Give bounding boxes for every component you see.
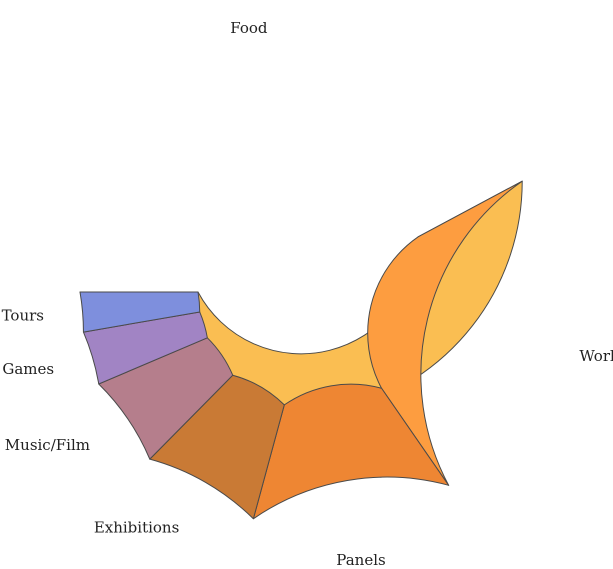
label-workshops: Workshops bbox=[579, 347, 613, 365]
label-exhibitions: Exhibitions bbox=[94, 519, 179, 537]
slices-group bbox=[79, 180, 523, 520]
label-tours: Tours bbox=[2, 306, 44, 324]
label-games: Games bbox=[2, 360, 54, 378]
label-food: Food bbox=[230, 19, 268, 37]
labels-group: Food Workshops Panels Exhibitions Music/Film… bbox=[2, 19, 613, 569]
label-music-film: Music/Film bbox=[5, 436, 90, 454]
label-panels: Panels bbox=[336, 551, 385, 569]
slice-tours bbox=[79, 291, 201, 333]
slice-workshops bbox=[367, 180, 523, 486]
slice-panels bbox=[252, 383, 450, 520]
